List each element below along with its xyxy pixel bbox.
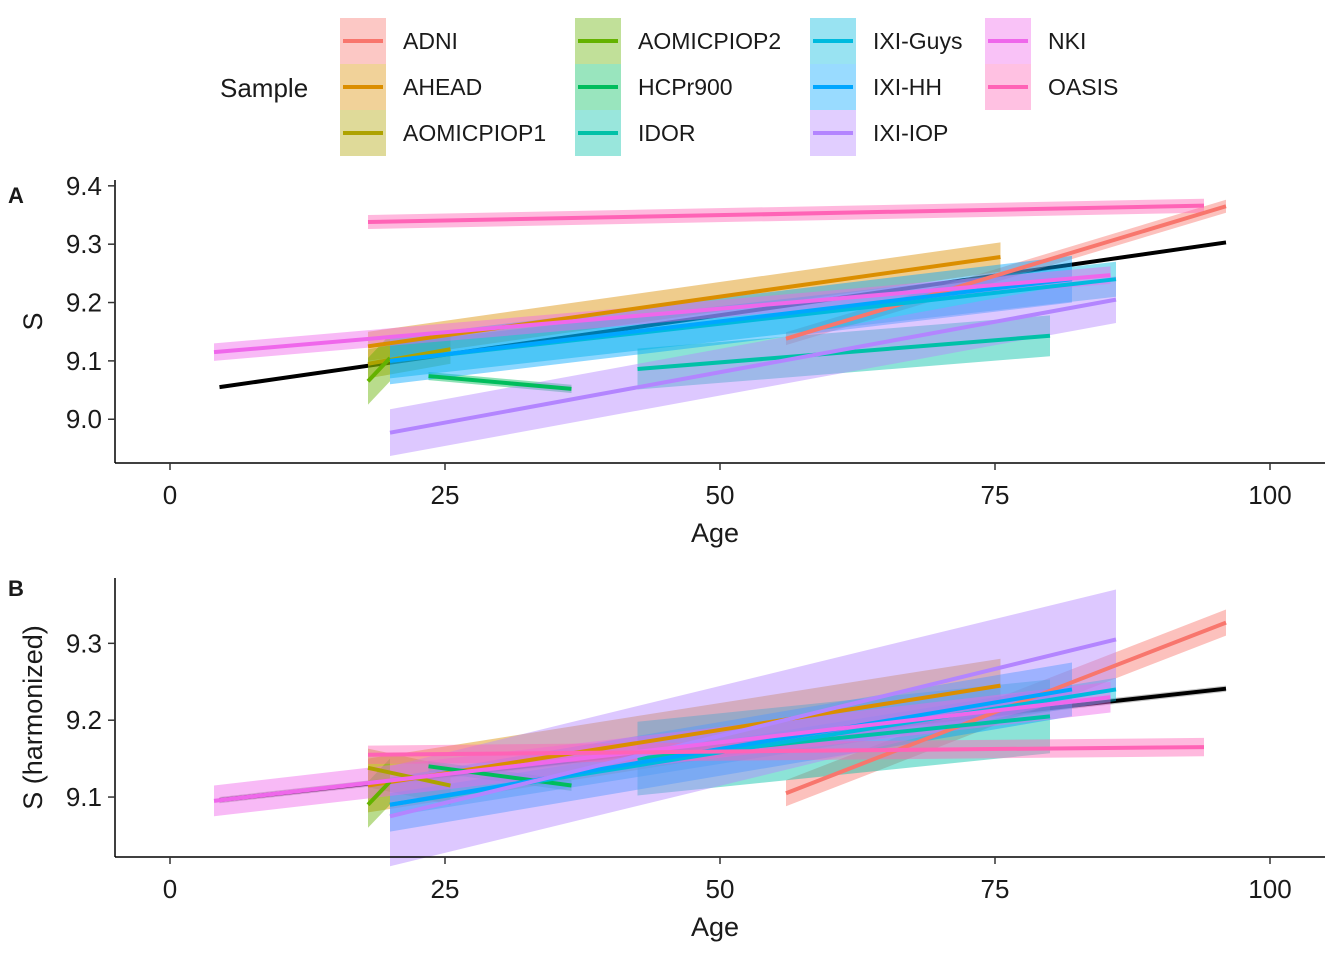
legend-label: IXI-IOP	[873, 120, 948, 146]
legend-keys: ADNI AHEAD AOMICPIOP1 AOMICPIOP2 HCPr900 IDOR…	[340, 18, 1118, 156]
legend-label: OASIS	[1048, 74, 1118, 100]
x-tick-label: 100	[1248, 480, 1291, 510]
legend-label: AOMICPIOP1	[403, 120, 546, 146]
x-tick-label: 75	[981, 874, 1010, 904]
legend-label: IXI-Guys	[873, 28, 962, 54]
panel-a: 0 25 50 75 100 9.0 9.1 9.2 9.3 9.4 Age S	[18, 171, 1325, 548]
legend-item-idor: IDOR	[575, 110, 696, 156]
panel-a-tag: A	[8, 183, 24, 208]
y-tick-label: 9.0	[66, 404, 102, 434]
legend-item-ixi-guys: IXI-Guys	[810, 18, 962, 64]
legend-item-hcpr900: HCPr900	[575, 64, 733, 110]
legend: Sample ADNI AHEAD AOMICPIOP1 AOMICPIOP2 HCPr…	[220, 18, 1118, 156]
legend-item-adni: ADNI	[340, 18, 458, 64]
line-ixi-hh	[389, 277, 1073, 363]
line-oasis	[367, 203, 1205, 225]
panel-b-tag: B	[8, 576, 24, 601]
y-axis-title: S	[18, 312, 48, 330]
legend-label: HCPr900	[638, 74, 733, 100]
y-tick-label: 9.3	[66, 628, 102, 658]
legend-label: IDOR	[638, 120, 696, 146]
line-nki	[213, 273, 1111, 355]
legend-item-nki: NKI	[985, 18, 1086, 64]
line-adni	[785, 204, 1227, 341]
legend-item-aomicpiop1: AOMICPIOP1	[340, 110, 546, 156]
legend-item-aomicpiop2: AOMICPIOP2	[575, 18, 781, 64]
legend-item-ixi-iop: IXI-IOP	[810, 110, 948, 156]
line-idor	[637, 333, 1051, 372]
legend-title: Sample	[220, 73, 308, 103]
y-tick-label: 9.1	[66, 782, 102, 812]
legend-label: AHEAD	[403, 74, 482, 100]
x-axis-title: Age	[691, 518, 739, 548]
legend-label: ADNI	[403, 28, 458, 54]
line-aomicpiop2	[366, 356, 392, 383]
legend-item-oasis: OASIS	[985, 64, 1118, 110]
y-tick-label: 9.1	[66, 346, 102, 376]
x-tick-label: 0	[163, 874, 177, 904]
y-axis-title: S (harmonized)	[18, 625, 48, 810]
y-tick-label: 9.3	[66, 229, 102, 259]
x-tick-label: 25	[431, 480, 460, 510]
x-tick-label: 50	[706, 480, 735, 510]
legend-item-ahead: AHEAD	[340, 64, 482, 110]
line-hcpr900	[428, 764, 572, 788]
x-tick-label: 100	[1248, 874, 1291, 904]
line-aomicpiop1	[367, 347, 451, 366]
legend-label: IXI-HH	[873, 74, 942, 100]
line-aomicpiop2	[366, 780, 392, 807]
line-ixi-iop	[389, 297, 1117, 435]
legend-label: NKI	[1048, 28, 1086, 54]
line-oasis	[367, 745, 1205, 757]
legend-item-ixi-hh: IXI-HH	[810, 64, 942, 110]
x-tick-label: 50	[706, 874, 735, 904]
line-ixi-iop	[389, 637, 1117, 819]
x-tick-label: 25	[431, 874, 460, 904]
y-tick-label: 9.4	[66, 171, 102, 201]
line-hcpr900	[428, 374, 572, 391]
panel-b: 0 25 50 75 100 9.1 9.2 9.3 Age S (harmonized)	[18, 578, 1325, 942]
y-tick-label: 9.2	[66, 288, 102, 318]
x-tick-label: 0	[163, 480, 177, 510]
line-ixi-hh	[389, 687, 1073, 807]
y-tick-label: 9.2	[66, 705, 102, 735]
line-nki	[213, 695, 1111, 803]
legend-label: AOMICPIOP2	[638, 28, 781, 54]
x-tick-label: 75	[981, 480, 1010, 510]
x-axis-title: Age	[691, 912, 739, 942]
